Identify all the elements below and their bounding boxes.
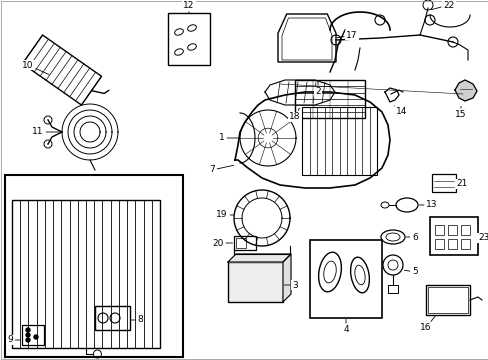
Bar [22,325,44,345]
Text: 10: 10 [22,60,49,75]
Bar [427,287,467,313]
Text: 22: 22 [430,0,454,10]
Bar [12,200,160,348]
Bar [447,239,456,249]
Bar [309,240,381,318]
Bar [236,238,245,248]
Text: 7: 7 [209,165,233,175]
Text: 17: 17 [337,31,357,40]
Bar [302,107,376,175]
Text: 5: 5 [404,267,417,276]
Text: 21: 21 [455,180,467,189]
Text: 8: 8 [131,315,142,324]
Text: 2: 2 [315,81,320,96]
Text: 9: 9 [7,336,20,345]
Text: 14: 14 [393,106,407,117]
Bar [387,285,397,293]
Text: 20: 20 [212,238,232,248]
Polygon shape [283,254,290,302]
Text: 23: 23 [477,234,488,243]
Circle shape [26,333,30,337]
Bar [460,225,469,235]
Text: 4: 4 [343,319,348,334]
Bar [434,239,443,249]
Text: 11: 11 [32,127,61,136]
Circle shape [26,338,30,342]
Text: 1: 1 [219,134,238,143]
Bar [429,217,477,255]
Circle shape [26,328,30,332]
Text: 19: 19 [216,211,233,220]
Polygon shape [454,80,476,101]
Polygon shape [227,254,290,262]
Bar [5,175,183,357]
Bar [227,262,283,302]
Text: 6: 6 [406,233,417,242]
Text: 15: 15 [454,107,466,120]
Text: 16: 16 [419,316,434,333]
Bar [168,13,209,65]
Bar [294,80,364,118]
Text: 3: 3 [284,280,297,289]
Circle shape [34,335,38,339]
Text: 12: 12 [183,0,194,13]
Bar [425,285,469,315]
Bar [460,239,469,249]
Bar [431,174,455,192]
Bar [95,306,130,330]
Text: 13: 13 [419,201,437,210]
Text: 18: 18 [289,108,300,121]
Bar [234,236,256,250]
Bar [447,225,456,235]
Bar [434,225,443,235]
